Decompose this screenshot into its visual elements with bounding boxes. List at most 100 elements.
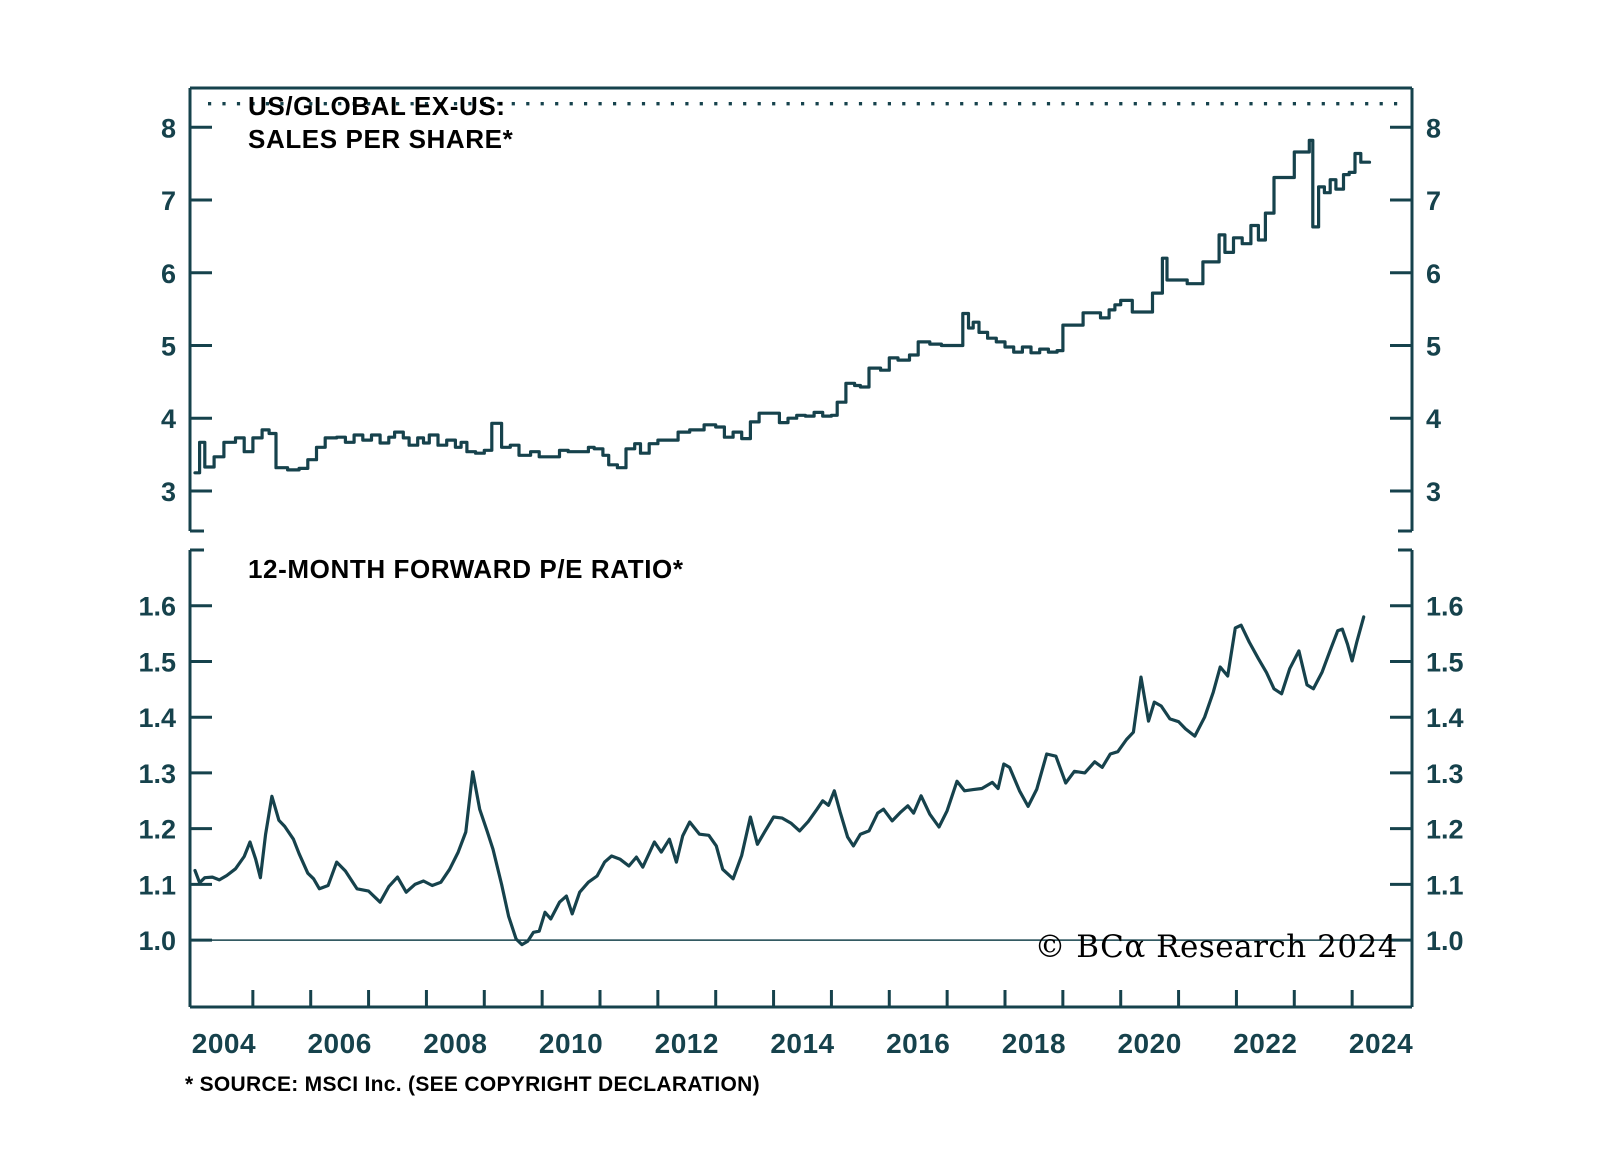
minor-tick-dot bbox=[728, 102, 732, 106]
minor-tick-dot bbox=[1394, 102, 1398, 106]
x-axis-year-label: 2018 bbox=[1002, 1028, 1066, 1059]
minor-tick-dot bbox=[1263, 102, 1268, 106]
top-y-label-left: 5 bbox=[161, 332, 176, 362]
bottom-y-label-right: 1.6 bbox=[1426, 592, 1464, 622]
minor-tick-dot bbox=[1148, 102, 1152, 106]
minor-tick-dot bbox=[858, 102, 863, 106]
minor-tick-dot bbox=[931, 102, 935, 106]
minor-tick-dot bbox=[989, 102, 993, 106]
sales-per-share-line bbox=[193, 138, 1372, 475]
x-axis-year-label: 2006 bbox=[307, 1028, 371, 1059]
minor-tick-dot bbox=[1365, 102, 1369, 106]
minor-tick-dot bbox=[1162, 102, 1166, 106]
minor-tick-dot bbox=[410, 102, 414, 106]
minor-tick-dot bbox=[1032, 102, 1036, 106]
minor-tick-dot bbox=[208, 102, 212, 106]
x-axis-year-label: 2004 bbox=[192, 1028, 256, 1059]
minor-tick-dot bbox=[1075, 102, 1079, 106]
x-axis-ticks bbox=[251, 990, 1354, 1007]
bottom-y-label-left: 1.6 bbox=[138, 592, 176, 622]
minor-tick-dot bbox=[916, 102, 920, 106]
x-axis-year-label: 2024 bbox=[1349, 1028, 1413, 1059]
minor-tick-dot bbox=[685, 102, 689, 106]
y-axis-labels: 3 3 4 4 5 5 6 6 7 7 8 8 1.0 1.0 1.1 1.1 1.2 1.2 1.3 1.3 1.4 1… bbox=[138, 113, 1463, 956]
bottom-y-label-right: 1.5 bbox=[1426, 647, 1464, 677]
minor-tick-dot bbox=[265, 102, 269, 106]
minor-tick-dot bbox=[1177, 102, 1181, 106]
minor-tick-dot bbox=[396, 102, 400, 106]
minor-tick-dot bbox=[482, 102, 486, 106]
minor-tick-dot bbox=[338, 102, 342, 106]
minor-tick-dot bbox=[555, 102, 559, 106]
minor-tick-dot bbox=[743, 102, 747, 106]
bottom-y-label-left: 1.0 bbox=[138, 926, 176, 956]
bottom-y-label-right: 1.4 bbox=[1426, 703, 1464, 733]
panel-frames bbox=[188, 86, 1414, 1009]
series-lines bbox=[193, 138, 1372, 947]
minor-tick-dot bbox=[1307, 102, 1311, 106]
minor-tick-dot bbox=[1090, 102, 1094, 106]
minor-tick-dot bbox=[1278, 102, 1282, 106]
minor-tick-dot bbox=[960, 102, 964, 106]
x-axis-year-label: 2012 bbox=[655, 1028, 719, 1059]
minor-tick-dot bbox=[526, 102, 530, 106]
minor-tick-dot bbox=[815, 102, 819, 106]
minor-tick-dot bbox=[873, 102, 877, 106]
minor-tick-dot bbox=[641, 102, 646, 106]
top-y-label-right: 5 bbox=[1426, 332, 1441, 362]
minor-tick-dot bbox=[540, 102, 544, 106]
minor-tick-dot bbox=[236, 102, 241, 106]
minor-tick-dot bbox=[1292, 102, 1296, 106]
minor-tick-dot bbox=[280, 102, 284, 106]
minor-tick-dot bbox=[1104, 102, 1108, 106]
y-axis-ticks bbox=[190, 125, 1412, 942]
top-y-label-right: 6 bbox=[1426, 259, 1441, 289]
top-y-label-left: 7 bbox=[161, 186, 176, 216]
minor-tick-dot bbox=[1220, 102, 1224, 106]
top-panel-title-line1: US/GLOBAL EX-US: bbox=[248, 91, 506, 121]
minor-tick-dot bbox=[1206, 102, 1210, 106]
x-axis-year-label: 2014 bbox=[770, 1028, 834, 1059]
minor-tick-dot bbox=[613, 102, 617, 106]
minor-tick-dot bbox=[1133, 102, 1137, 106]
minor-tick-dot bbox=[1046, 102, 1051, 106]
top-y-label-left: 4 bbox=[161, 404, 176, 434]
minor-tick-dot bbox=[1336, 102, 1340, 106]
minor-tick-dot bbox=[699, 102, 703, 106]
minor-tick-dot bbox=[1350, 102, 1354, 106]
top-y-label-left: 6 bbox=[161, 259, 176, 289]
minor-tick-dot bbox=[323, 102, 327, 106]
bottom-y-label-right: 1.1 bbox=[1426, 870, 1464, 900]
source-note: * SOURCE: MSCI Inc. (SEE COPYRIGHT DECLA… bbox=[185, 1073, 760, 1096]
minor-tick-dot bbox=[1018, 102, 1022, 106]
minor-tick-dot bbox=[424, 102, 429, 106]
minor-tick-dot bbox=[670, 102, 674, 106]
minor-tick-dot bbox=[1003, 102, 1007, 106]
bottom-y-label-left: 1.2 bbox=[138, 815, 176, 845]
minor-tick-dot bbox=[1061, 102, 1065, 106]
minor-tick-dot bbox=[1249, 102, 1253, 106]
minor-tick-dot bbox=[468, 102, 472, 106]
minor-tick-dot bbox=[1191, 102, 1195, 106]
x-axis-year-label: 2016 bbox=[886, 1028, 950, 1059]
bottom-y-label-right: 1.0 bbox=[1426, 926, 1464, 956]
bottom-y-label-left: 1.5 bbox=[138, 647, 176, 677]
minor-tick-dot bbox=[569, 102, 573, 106]
minor-tick-dot bbox=[656, 102, 660, 106]
minor-tick-dot bbox=[352, 102, 356, 106]
minor-tick-dot bbox=[453, 102, 458, 106]
minor-tick-dot bbox=[801, 102, 805, 106]
minor-tick-dot bbox=[584, 102, 588, 106]
minor-tick-dot bbox=[497, 102, 501, 106]
forward-pe-ratio-line bbox=[193, 615, 1366, 947]
bottom-y-label-left: 1.3 bbox=[138, 759, 176, 789]
minor-tick-dot bbox=[1321, 102, 1325, 106]
top-y-label-right: 4 bbox=[1426, 404, 1441, 434]
minor-tick-dot bbox=[1234, 102, 1239, 106]
minor-tick-dot bbox=[844, 102, 848, 106]
bottom-y-label-right: 1.2 bbox=[1426, 815, 1464, 845]
x-axis-year-label: 2008 bbox=[423, 1028, 487, 1059]
top-y-label-right: 7 bbox=[1426, 186, 1441, 216]
minor-tick-dot bbox=[974, 102, 978, 106]
x-axis-year-label: 2020 bbox=[1117, 1028, 1181, 1059]
